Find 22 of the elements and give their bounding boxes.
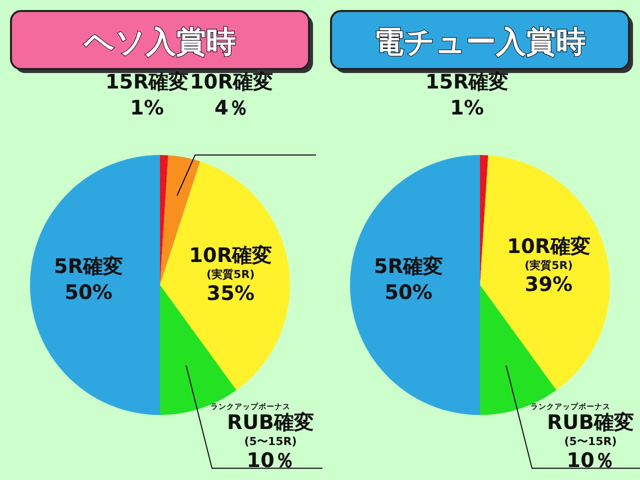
pie-slice (160, 161, 290, 390)
data-label: 1% (450, 96, 484, 120)
data-label: 35% (206, 280, 255, 305)
data-label: 10％ (246, 448, 294, 472)
data-label: 50% (64, 280, 112, 304)
pie-slice (30, 155, 160, 415)
chart-title: ヘソ入賞時 (83, 25, 236, 60)
data-label: 1% (130, 96, 164, 120)
pie-slice (480, 155, 610, 390)
slice-label: 10R確変 (実質5R) (507, 234, 590, 272)
pie-slice (350, 155, 480, 415)
slice-label: 10R確変 (実質5R) (189, 242, 272, 281)
data-label: 10％ (566, 448, 614, 472)
data-label: 50% (384, 280, 432, 304)
slice-label: 15R確変 (105, 70, 189, 94)
slice-label: 15R確変 (425, 70, 509, 94)
slice-label: 10R確変 (190, 70, 274, 94)
slice-label: 5R確変 (54, 254, 124, 278)
chart-title: 電チュー入賞時 (374, 25, 586, 60)
data-label: 4％ (214, 96, 248, 120)
data-label: 39% (524, 272, 573, 296)
slice-label: 5R確変 (374, 254, 444, 278)
